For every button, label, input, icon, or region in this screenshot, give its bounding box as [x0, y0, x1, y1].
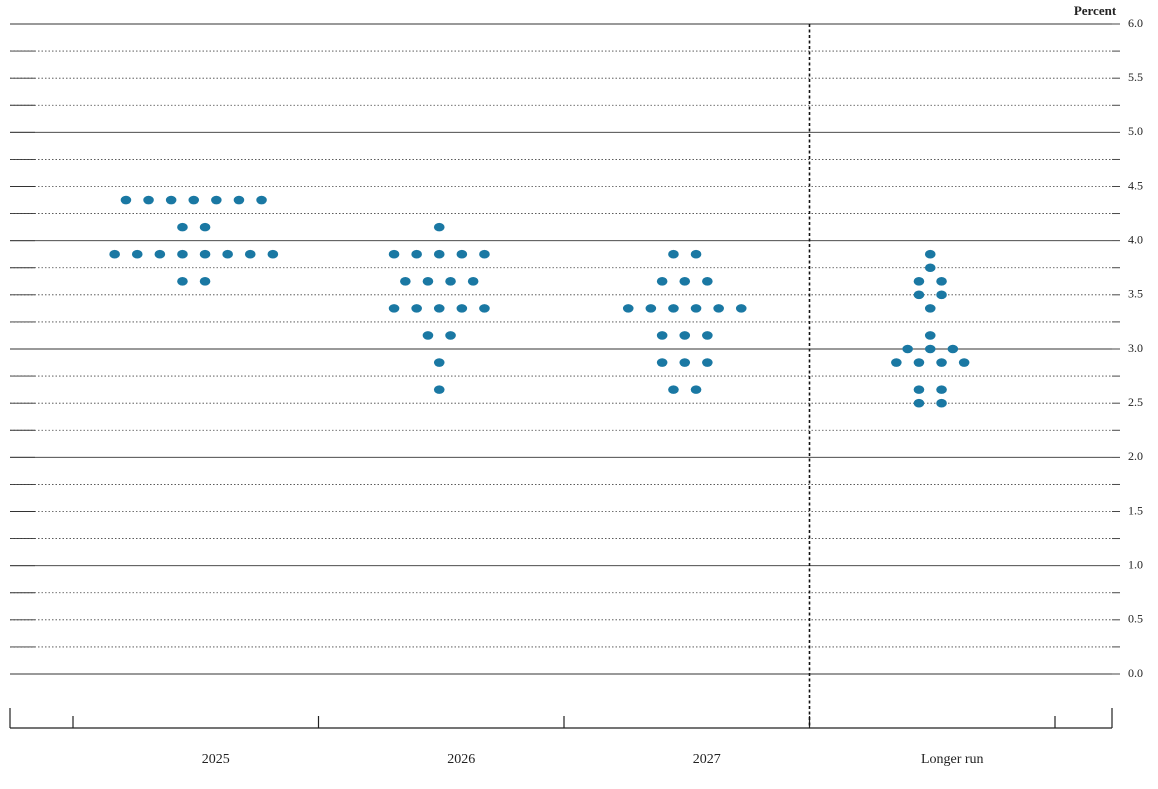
y-tick-label: 3.5 [1128, 287, 1143, 301]
dot [445, 331, 456, 340]
dot [913, 358, 925, 367]
dot [924, 344, 936, 354]
y-tick-label: 4.5 [1128, 178, 1143, 192]
dot [924, 263, 936, 273]
dot [199, 276, 211, 286]
y-tick-label: 1.0 [1128, 557, 1143, 571]
dot [154, 249, 166, 259]
dot [913, 398, 925, 408]
dot [456, 249, 468, 259]
dot [433, 358, 445, 367]
dot [936, 398, 947, 408]
dot [656, 276, 668, 286]
dot [400, 276, 411, 286]
dot [924, 249, 936, 259]
dot [679, 276, 691, 286]
dot [913, 290, 925, 300]
dot [433, 385, 445, 394]
dot [690, 385, 702, 394]
dot [222, 249, 233, 259]
dot [936, 290, 947, 300]
dot [131, 249, 143, 259]
dot [936, 385, 947, 394]
x-tick-label: 2026 [447, 752, 475, 767]
dot [433, 249, 445, 259]
dot [388, 304, 400, 313]
dot [177, 249, 188, 259]
dot [233, 195, 245, 205]
dot [702, 276, 713, 286]
dot [422, 331, 434, 340]
x-tick-label: 2025 [202, 752, 230, 767]
dot [256, 195, 267, 205]
dot [267, 249, 279, 259]
x-tick-label: Longer run [921, 752, 984, 767]
y-tick-label: 2.5 [1128, 395, 1143, 409]
dot [479, 304, 490, 313]
dot [143, 195, 154, 205]
dot [913, 385, 925, 394]
dot [656, 331, 668, 340]
x-tick-label: 2027 [693, 752, 721, 767]
dot [713, 304, 724, 313]
dot [199, 222, 211, 232]
dot [109, 249, 120, 259]
dot [690, 249, 702, 259]
dot [422, 276, 434, 286]
y-tick-label: 5.0 [1128, 124, 1143, 138]
dot [165, 195, 177, 205]
dot [645, 304, 657, 313]
dot [244, 249, 256, 259]
y-tick-label: 1.5 [1128, 503, 1143, 517]
dot [188, 195, 200, 205]
dot [445, 276, 456, 286]
y-tick-label: 0.0 [1128, 666, 1143, 680]
dot [433, 304, 445, 313]
y-tick-label: 5.5 [1128, 70, 1143, 84]
dot [433, 222, 445, 232]
dot [735, 304, 747, 313]
dot [211, 195, 222, 205]
dot [936, 276, 947, 286]
dot [913, 276, 925, 286]
dot [679, 331, 691, 340]
dot [177, 276, 188, 286]
dot [924, 331, 936, 340]
y-tick-label: 6.0 [1128, 16, 1143, 30]
dot [902, 344, 913, 354]
dot [924, 304, 936, 313]
dot [936, 358, 947, 367]
y-tick-label: 4.0 [1128, 232, 1143, 246]
dot [177, 222, 188, 232]
dot [467, 276, 479, 286]
dot [388, 249, 400, 259]
dot [411, 304, 422, 313]
dot [622, 304, 634, 313]
y-tick-label: 3.0 [1128, 341, 1143, 355]
dot [120, 195, 132, 205]
dot [891, 358, 902, 367]
dot [668, 249, 679, 259]
dot [668, 385, 679, 394]
dot [690, 304, 702, 313]
dot [656, 358, 668, 367]
dot [679, 358, 691, 367]
dot [947, 344, 959, 354]
dot [702, 331, 713, 340]
dot [411, 249, 422, 259]
dot [479, 249, 490, 259]
y-axis-label: Percent [1074, 3, 1117, 18]
dot [456, 304, 468, 313]
y-tick-label: 0.5 [1128, 612, 1143, 626]
dot [702, 358, 713, 367]
dot [668, 304, 679, 313]
y-tick-label: 2.0 [1128, 449, 1143, 463]
dot [199, 249, 211, 259]
dot [958, 358, 970, 367]
